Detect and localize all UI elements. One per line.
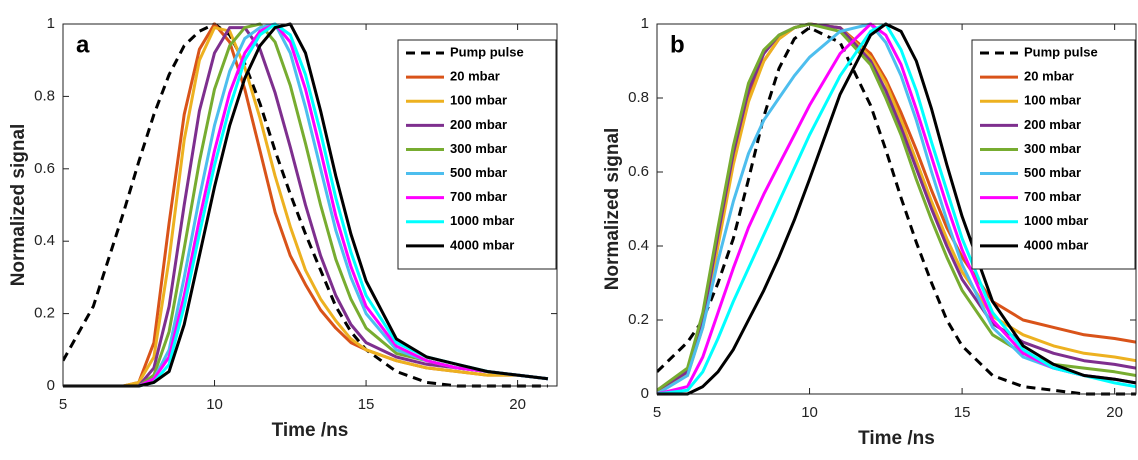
y-tick-label: 0.2 xyxy=(34,305,55,322)
legend-label: 4000 mbar xyxy=(1024,237,1088,252)
legend-label: 20 mbar xyxy=(1024,69,1074,84)
legend-label: 200 mbar xyxy=(450,117,507,132)
legend-label: 20 mbar xyxy=(450,69,500,84)
y-tick-label: 0.8 xyxy=(34,87,55,104)
data-line xyxy=(657,22,1136,396)
x-axis-title: Time /ns xyxy=(272,420,349,441)
data-line xyxy=(657,22,1136,392)
data-line xyxy=(657,22,1136,396)
legend-label: 100 mbar xyxy=(1024,93,1081,108)
legend-label: 100 mbar xyxy=(450,93,507,108)
legend-label: 700 mbar xyxy=(450,189,507,204)
x-axis-title: Time /ns xyxy=(858,428,935,449)
x-tick-label: 20 xyxy=(509,396,526,413)
legend-label: 300 mbar xyxy=(1024,141,1081,156)
data-line xyxy=(63,26,549,388)
y-tick-label: 0.4 xyxy=(628,237,649,254)
data-line xyxy=(657,26,1136,396)
panel-label: b xyxy=(670,31,685,58)
legend-label: 700 mbar xyxy=(1024,189,1081,204)
y-tick-label: 0.6 xyxy=(34,160,55,177)
y-tick-label: 0 xyxy=(47,377,55,394)
y-axis-title: Normalized signal xyxy=(8,124,29,287)
plot-frame xyxy=(62,23,558,387)
y-tick-label: 0.4 xyxy=(34,232,55,249)
legend-label: 1000 mbar xyxy=(450,213,514,228)
y-tick-label: 1 xyxy=(47,15,55,32)
legend-label: 300 mbar xyxy=(450,141,507,156)
y-tick-label: 0.6 xyxy=(628,163,649,180)
y-tick-label: 1 xyxy=(641,15,649,32)
y-axis-title: Normalized signal xyxy=(602,128,623,291)
y-tick-label: 0.8 xyxy=(628,89,649,106)
x-tick-label: 10 xyxy=(206,396,223,413)
legend-label: 500 mbar xyxy=(450,165,507,180)
legend-label: Pump pulse xyxy=(1024,44,1098,59)
legend-label: 500 mbar xyxy=(1024,165,1081,180)
data-line xyxy=(63,22,548,388)
panel-label: a xyxy=(76,31,90,58)
x-tick-label: 5 xyxy=(59,396,67,413)
legend-label: Pump pulse xyxy=(450,44,524,59)
x-tick-label: 10 xyxy=(801,404,818,421)
plot-frame xyxy=(656,23,1137,395)
x-tick-label: 15 xyxy=(358,396,375,413)
data-line xyxy=(63,22,549,388)
x-tick-label: 5 xyxy=(653,404,661,421)
legend-label: 1000 mbar xyxy=(1024,213,1088,228)
x-tick-label: 20 xyxy=(1106,404,1123,421)
legend-label: 4000 mbar xyxy=(450,237,514,252)
x-tick-label: 15 xyxy=(954,404,971,421)
y-tick-label: 0.2 xyxy=(628,311,649,328)
y-tick-label: 0 xyxy=(641,385,649,402)
legend-label: 200 mbar xyxy=(1024,117,1081,132)
data-line xyxy=(63,26,549,388)
